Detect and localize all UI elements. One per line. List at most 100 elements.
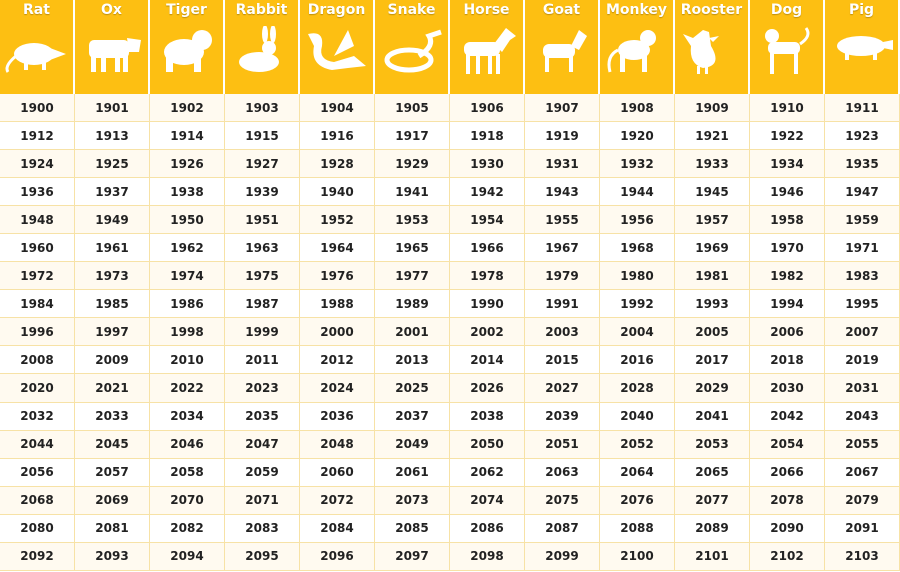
header-label: Monkey (605, 2, 668, 18)
year-cell: 1939 (225, 178, 300, 207)
year-cell: 2000 (300, 318, 375, 347)
year-cell: 2051 (525, 430, 600, 459)
year-cell: 2084 (300, 514, 375, 543)
year-cell: 1901 (75, 94, 150, 123)
year-cell: 1919 (525, 122, 600, 151)
header-cell: Monkey (600, 0, 675, 94)
year-cell: 2028 (600, 374, 675, 403)
monkey-icon (607, 30, 656, 73)
year-cell: 1956 (600, 206, 675, 235)
year-cell: 2006 (750, 318, 825, 347)
year-cell: 1912 (0, 122, 75, 151)
year-cell: 1989 (375, 290, 450, 319)
year-cell: 2086 (450, 514, 525, 543)
year-cell: 2010 (150, 346, 225, 375)
year-cell: 1923 (825, 122, 900, 151)
header-label: Tiger (166, 2, 207, 18)
year-cell: 1948 (0, 206, 75, 235)
year-cell: 2040 (600, 402, 675, 431)
year-cell: 2048 (300, 430, 375, 459)
year-cell: 2016 (600, 346, 675, 375)
header-label: Ox (101, 2, 122, 18)
year-cell: 2095 (225, 542, 300, 571)
year-cell: 2064 (600, 458, 675, 487)
year-cell: 1954 (450, 206, 525, 235)
year-cell: 2069 (75, 486, 150, 515)
year-cell: 2045 (75, 430, 150, 459)
year-cell: 1915 (225, 122, 300, 151)
year-cell: 1934 (750, 150, 825, 179)
year-cell: 1925 (75, 150, 150, 179)
header-cell: Dragon (300, 0, 375, 94)
year-cell: 1991 (525, 290, 600, 319)
year-cell: 1936 (0, 178, 75, 207)
year-cell: 1981 (675, 262, 750, 291)
year-cell: 2103 (825, 542, 900, 571)
year-cell: 2018 (750, 346, 825, 375)
year-cell: 1949 (75, 206, 150, 235)
header-label: Goat (542, 2, 581, 18)
year-cell: 2017 (675, 346, 750, 375)
year-cell: 2053 (675, 430, 750, 459)
year-cell: 1983 (825, 262, 900, 291)
year-cell: 2012 (300, 346, 375, 375)
year-cell: 1926 (150, 150, 225, 179)
year-cell: 1998 (150, 318, 225, 347)
year-cell: 1944 (600, 178, 675, 207)
year-cell: 2087 (525, 514, 600, 543)
year-cell: 2088 (600, 514, 675, 543)
year-cell: 1992 (600, 290, 675, 319)
year-cell: 2096 (300, 542, 375, 571)
year-cell: 1971 (825, 234, 900, 263)
year-cell: 1982 (750, 262, 825, 291)
header-label: Rooster (680, 2, 743, 18)
year-cell: 1957 (675, 206, 750, 235)
year-cell: 2034 (150, 402, 225, 431)
header-cell: Rabbit (225, 0, 300, 94)
year-cell: 1977 (375, 262, 450, 291)
year-cell: 2063 (525, 458, 600, 487)
year-cell: 1943 (525, 178, 600, 207)
year-cell: 2004 (600, 318, 675, 347)
year-cell: 2052 (600, 430, 675, 459)
year-cell: 2041 (675, 402, 750, 431)
year-cell: 2037 (375, 402, 450, 431)
year-cell: 1984 (0, 290, 75, 319)
year-cell: 2094 (150, 542, 225, 571)
horse-icon (463, 28, 516, 74)
year-cell: 1967 (525, 234, 600, 263)
year-cell: 2056 (0, 458, 75, 487)
year-cell: 1918 (450, 122, 525, 151)
year-cell: 2008 (0, 346, 75, 375)
year-cell: 2039 (525, 402, 600, 431)
year-cell: 2068 (0, 486, 75, 515)
year-cell: 2021 (75, 374, 150, 403)
year-cell: 1946 (750, 178, 825, 207)
year-cell: 2079 (825, 486, 900, 515)
year-cell: 1951 (225, 206, 300, 235)
year-cell: 1947 (825, 178, 900, 207)
year-cell: 1921 (675, 122, 750, 151)
year-cell: 2030 (750, 374, 825, 403)
year-cell: 1976 (300, 262, 375, 291)
year-cell: 1924 (0, 150, 75, 179)
year-cell: 2014 (450, 346, 525, 375)
year-cell: 2058 (150, 458, 225, 487)
year-cell: 2092 (0, 542, 75, 571)
year-cell: 1937 (75, 178, 150, 207)
year-cell: 2085 (375, 514, 450, 543)
year-cell: 1965 (375, 234, 450, 263)
year-cell: 2043 (825, 402, 900, 431)
year-cell: 2093 (75, 542, 150, 571)
year-cell: 1966 (450, 234, 525, 263)
year-cell: 1968 (600, 234, 675, 263)
year-cell: 1994 (750, 290, 825, 319)
rabbit-icon (238, 26, 279, 72)
year-cell: 1993 (675, 290, 750, 319)
year-cell: 2015 (525, 346, 600, 375)
year-cell: 1960 (0, 234, 75, 263)
year-cell: 1950 (150, 206, 225, 235)
year-cell: 2074 (450, 486, 525, 515)
year-cell: 1975 (225, 262, 300, 291)
year-cell: 2089 (675, 514, 750, 543)
